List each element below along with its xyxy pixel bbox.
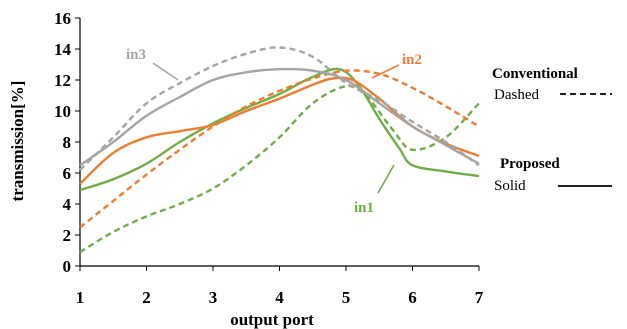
y-tick-label: 2 bbox=[63, 226, 72, 245]
y-tick-label: 10 bbox=[54, 102, 71, 121]
legend-conventional-label: Dashed bbox=[494, 87, 539, 103]
series-layer bbox=[79, 46, 480, 254]
y-axis-label: transmission[%] bbox=[8, 81, 27, 202]
x-tick-label: 3 bbox=[209, 288, 218, 307]
legend-proposed-title: Proposed bbox=[500, 156, 560, 172]
legend-proposed-label: Solid bbox=[494, 178, 526, 194]
y-tick-label: 4 bbox=[63, 195, 72, 214]
annotation-in3: in3 bbox=[126, 47, 146, 63]
y-tick-label: 6 bbox=[63, 164, 72, 183]
x-axis-label: output port bbox=[230, 310, 314, 329]
annotation-in1: in1 bbox=[354, 200, 374, 216]
y-tick-label: 16 bbox=[54, 9, 71, 28]
legend-conventional-title: Conventional bbox=[492, 66, 578, 82]
y-tick-label: 12 bbox=[54, 71, 71, 90]
y-tick-label: 0 bbox=[63, 257, 72, 276]
series-in3-solid bbox=[79, 67, 480, 167]
y-tick-label: 8 bbox=[63, 133, 72, 152]
annotation-in2: in2 bbox=[402, 52, 422, 68]
y-tick-label: 14 bbox=[54, 40, 72, 59]
in1-callout-line bbox=[377, 164, 395, 194]
series-in3-dashed bbox=[79, 46, 480, 171]
series-in2-dashed bbox=[79, 69, 480, 229]
in3-callout-line bbox=[152, 62, 179, 81]
x-tick-label: 1 bbox=[76, 288, 85, 307]
x-tick-label: 2 bbox=[142, 288, 151, 307]
x-tick-label: 7 bbox=[475, 288, 484, 307]
x-tick-label: 4 bbox=[275, 288, 284, 307]
x-tick-label: 5 bbox=[342, 288, 351, 307]
x-tick-label: 6 bbox=[408, 288, 417, 307]
legend: Conventional Dashed Proposed Solid bbox=[492, 66, 612, 194]
series-in1-solid bbox=[79, 67, 480, 192]
in2-callout-line bbox=[371, 64, 400, 79]
series-in1-dashed bbox=[79, 84, 480, 254]
